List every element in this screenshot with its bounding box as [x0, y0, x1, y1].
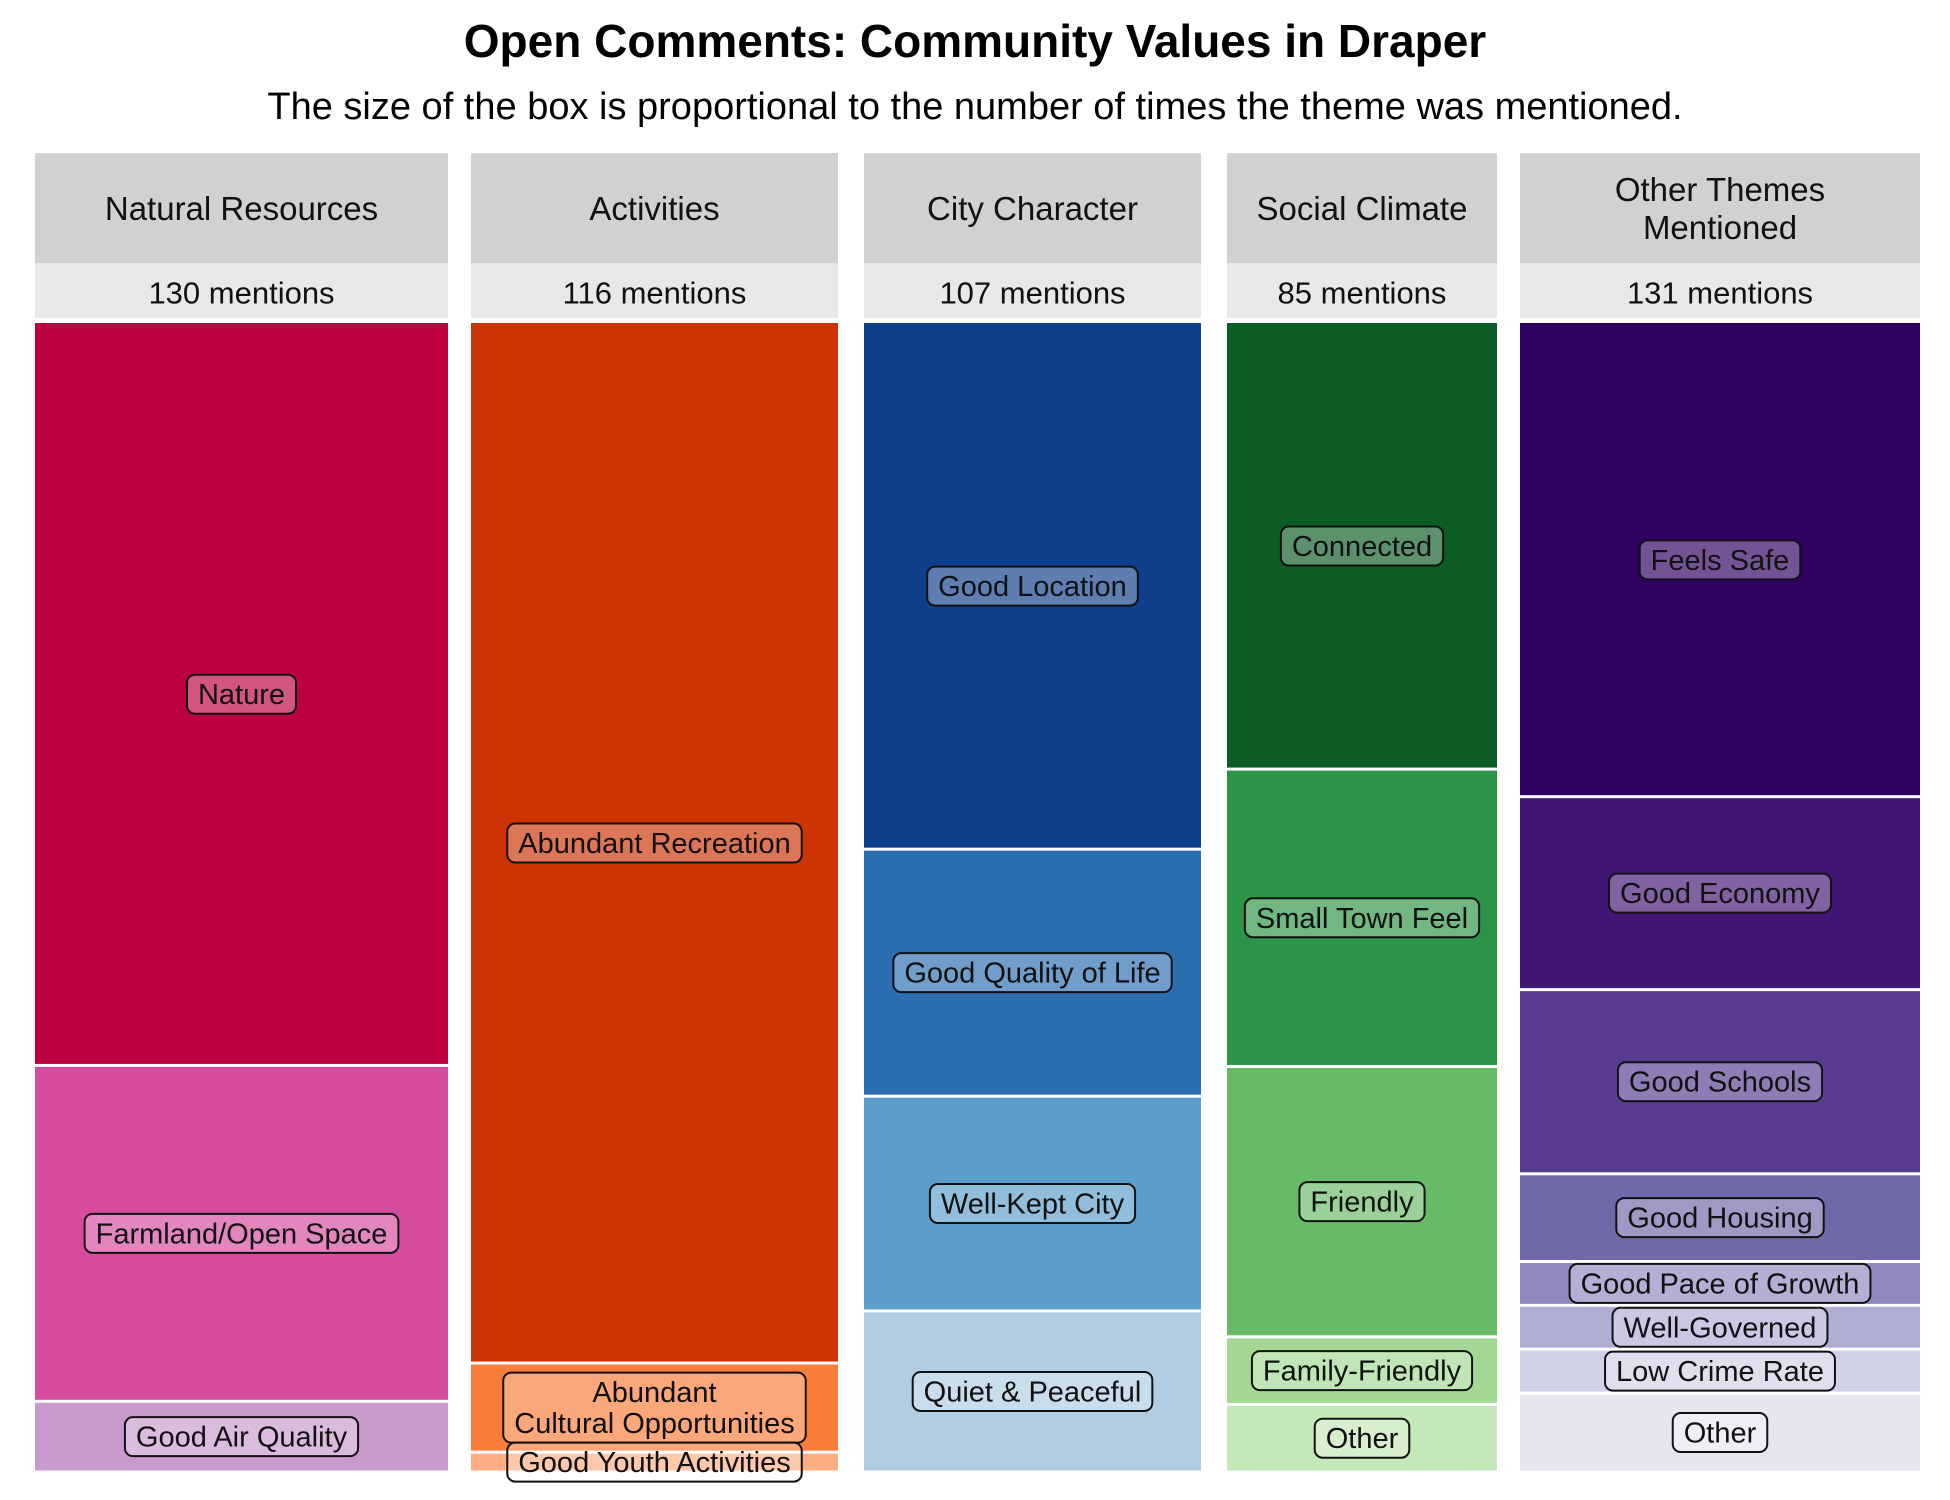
- chart-title: Open Comments: Community Values in Drape…: [463, 15, 1487, 67]
- tile-label: Abundant Cultural Opportunities: [514, 1377, 794, 1440]
- tile-label: Nature: [198, 679, 285, 711]
- tile-label-box: [1313, 1417, 1411, 1459]
- treemap-tile: [1520, 1306, 1920, 1348]
- tile-label-box: [1638, 539, 1802, 581]
- tile-label: Good Location: [938, 571, 1127, 603]
- treemap-tile: [864, 1312, 1201, 1471]
- tile-label-box: [1250, 1350, 1474, 1392]
- category-header: [1227, 153, 1497, 263]
- category-header-label: Natural Resources: [105, 190, 378, 227]
- treemap-tile: [1520, 798, 1920, 989]
- tile-label-box: [1608, 872, 1832, 914]
- mentions-count-label: 131 mentions: [1627, 275, 1813, 310]
- treemap-tile: [1520, 1175, 1920, 1260]
- tile-label-box: [123, 1416, 360, 1458]
- tile-label-box: [1616, 1061, 1824, 1103]
- mentions-strip: [1520, 263, 1920, 318]
- category-column: Activities 116 mentions Abundant Recreatio…: [471, 153, 838, 1483]
- tile-label: Good Youth Activities: [518, 1447, 790, 1479]
- mentions-strip: [1227, 263, 1497, 318]
- category-header-label: Activities: [589, 190, 719, 227]
- treemap-tile: [1520, 323, 1920, 796]
- chart-subtitle: The size of the box is proportional to t…: [267, 86, 1683, 128]
- mentions-count-label: 107 mentions: [939, 275, 1125, 310]
- treemap-tile: [35, 1402, 448, 1471]
- tile-label: Well-Kept City: [941, 1189, 1125, 1221]
- treemap-tile: [1520, 1394, 1920, 1471]
- mentions-count-label: 130 mentions: [148, 275, 334, 310]
- tile-label-box: [185, 673, 298, 715]
- treemap-tile: [1227, 1067, 1497, 1336]
- tile-label-box: [1568, 1262, 1872, 1304]
- tile-label-box: [506, 822, 803, 864]
- tile-label-box: [892, 952, 1173, 994]
- tile-label-box: [1604, 1350, 1836, 1392]
- category-column: City Character 107 mentions Good Location G…: [864, 153, 1201, 1471]
- treemap-tile: [1520, 991, 1920, 1173]
- treemap-tile: [1227, 770, 1497, 1065]
- category-column: Social Climate 85 mentions Connected Small …: [1227, 153, 1497, 1471]
- treemap-tile: [471, 1364, 838, 1451]
- tile-label: Other: [1326, 1423, 1399, 1455]
- tile-label-box: [83, 1212, 400, 1254]
- tile-label: Good Economy: [1620, 878, 1820, 910]
- tile-label: Good Pace of Growth: [1581, 1268, 1860, 1300]
- category-header: [35, 153, 448, 263]
- category-header-label: Other Themes Mentioned: [1615, 171, 1825, 246]
- treemap-tile: [1520, 1350, 1920, 1392]
- tile-label-box: [1671, 1412, 1769, 1454]
- tile-label: Abundant Recreation: [518, 828, 790, 860]
- treemap-tile: [1227, 1338, 1497, 1403]
- mentions-count-label: 116 mentions: [563, 275, 747, 310]
- mentions-count-label: 85 mentions: [1278, 275, 1447, 310]
- tile-label: Good Air Quality: [136, 1422, 348, 1454]
- tile-label-box: [506, 1441, 803, 1483]
- mentions-strip: [35, 263, 448, 318]
- category-header-label: Social Climate: [1257, 190, 1468, 227]
- category-header-label: City Character: [927, 190, 1138, 227]
- tile-label: Friendly: [1310, 1187, 1414, 1219]
- treemap-tile: [35, 323, 448, 1064]
- mentions-strip: [864, 263, 1201, 318]
- category-header: [864, 153, 1201, 263]
- tile-label: Well-Governed: [1624, 1312, 1817, 1344]
- mentions-strip: [471, 263, 838, 318]
- treemap-tile: [471, 323, 838, 1362]
- tile-label-box: [1615, 1197, 1825, 1239]
- treemap-tile: [864, 850, 1201, 1095]
- tile-label: Good Housing: [1627, 1203, 1812, 1235]
- tile-label-box: [928, 1183, 1137, 1225]
- tile-label-box: [1243, 897, 1481, 939]
- tile-label: Family-Friendly: [1263, 1356, 1462, 1388]
- tile-label: Connected: [1292, 531, 1432, 563]
- treemap-tile: [35, 1066, 448, 1400]
- tile-label: Feels Safe: [1651, 545, 1790, 577]
- tile-label-box: [911, 1370, 1154, 1412]
- treemap-tile: [471, 1453, 838, 1471]
- tile-label-box: [1279, 525, 1445, 567]
- treemap-tile: [864, 323, 1201, 848]
- category-header: [1520, 153, 1920, 263]
- category-column: Natural Resources 130 mentions Nature Farml…: [35, 153, 448, 1471]
- tile-label: Other: [1684, 1418, 1757, 1450]
- tile-label: Quiet & Peaceful: [924, 1376, 1142, 1408]
- treemap-tile: [864, 1097, 1201, 1310]
- tile-label-box: [1611, 1306, 1829, 1348]
- treemap-tile: [1227, 1405, 1497, 1471]
- tile-label-box: [1298, 1181, 1426, 1223]
- tile-label: Low Crime Rate: [1616, 1356, 1824, 1388]
- tile-label: Good Schools: [1629, 1067, 1811, 1099]
- treemap-tile: [1227, 323, 1497, 768]
- treemap-tile: [1520, 1262, 1920, 1304]
- category-header: [471, 153, 838, 263]
- tile-label: Small Town Feel: [1256, 903, 1468, 935]
- category-column: Other Themes Mentioned 131 mentions Feels S…: [1520, 153, 1920, 1471]
- tile-label-box: [926, 565, 1139, 607]
- tile-label: Farmland/Open Space: [96, 1218, 388, 1250]
- tile-label: Good Quality of Life: [904, 958, 1160, 990]
